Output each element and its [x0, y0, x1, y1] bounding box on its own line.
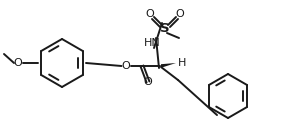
- Text: HN: HN: [144, 38, 160, 48]
- Text: O: O: [14, 58, 22, 68]
- Polygon shape: [161, 63, 176, 68]
- Text: H: H: [178, 58, 186, 68]
- Text: S: S: [160, 22, 170, 34]
- Text: O: O: [144, 77, 152, 87]
- Text: O: O: [176, 9, 184, 19]
- Text: O: O: [122, 61, 130, 71]
- Text: O: O: [146, 9, 154, 19]
